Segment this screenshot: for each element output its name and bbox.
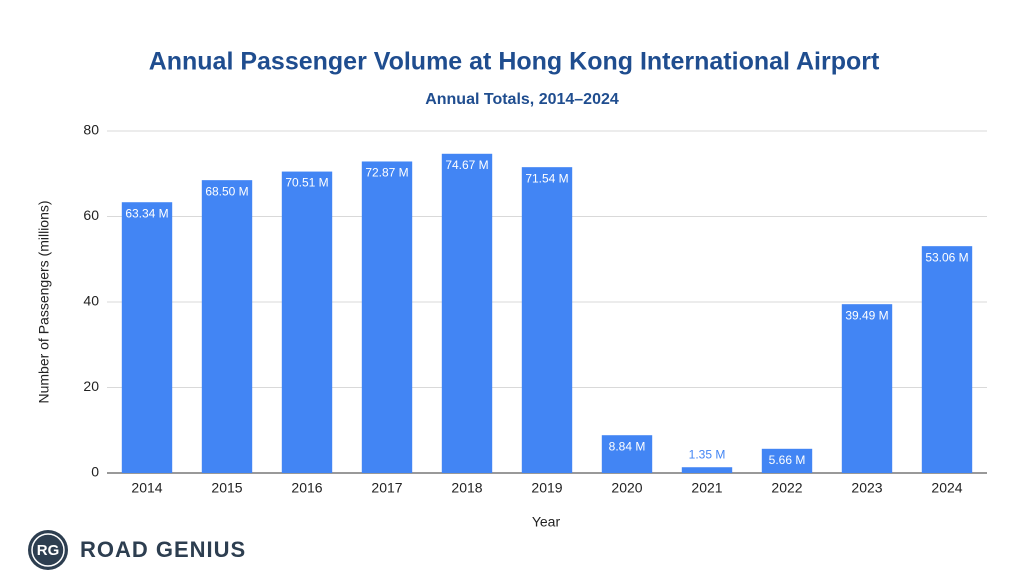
x-tick-label: 2014 [131, 480, 162, 496]
x-tick-label: 2024 [931, 480, 962, 496]
x-tick-label: 2020 [611, 480, 642, 496]
data-label: 5.66 M [769, 453, 806, 467]
bar [841, 304, 893, 473]
y-axis-label: Number of Passengers (millions) [36, 200, 52, 403]
bar [281, 171, 333, 473]
bar [441, 153, 493, 473]
data-label: 53.06 M [925, 250, 968, 264]
y-tick-label: 20 [83, 378, 99, 394]
y-tick-label: 60 [83, 207, 99, 223]
x-axis-label: Year [532, 514, 561, 530]
data-label: 63.34 M [125, 206, 168, 220]
bar [201, 180, 253, 473]
data-label: 8.84 M [609, 439, 646, 453]
x-tick-label: 2021 [691, 480, 722, 496]
chart-title: Annual Passenger Volume at Hong Kong Int… [149, 48, 880, 76]
x-tick-label: 2016 [291, 480, 322, 496]
x-tick-label: 2022 [771, 480, 802, 496]
bar [761, 448, 813, 473]
data-label: 1.35 M [689, 447, 726, 461]
data-label: 68.50 M [205, 184, 248, 198]
bar [521, 167, 573, 473]
bar [601, 435, 653, 473]
x-tick-label: 2018 [451, 480, 482, 496]
y-tick-label: 80 [83, 122, 99, 138]
logo-ring [31, 533, 65, 567]
logo-badge [28, 530, 68, 570]
data-label: 39.49 M [845, 308, 888, 322]
data-label: 72.87 M [365, 166, 408, 180]
bar [921, 246, 973, 473]
x-tick-label: 2019 [531, 480, 562, 496]
x-tick-label: 2015 [211, 480, 242, 496]
bar [361, 161, 413, 473]
y-tick-label: 0 [91, 464, 99, 480]
data-label: 74.67 M [445, 158, 488, 172]
x-tick-label: 2017 [371, 480, 402, 496]
bar [681, 467, 733, 473]
bar [121, 202, 173, 473]
chart-subtitle: Annual Totals, 2014–2024 [425, 91, 619, 108]
data-label: 70.51 M [285, 176, 328, 190]
logo-badge-text: RG [37, 542, 60, 559]
data-label: 71.54 M [525, 171, 568, 185]
x-tick-label: 2023 [851, 480, 882, 496]
y-tick-label: 40 [83, 293, 99, 309]
logo-name: ROAD GENIUS [80, 537, 246, 562]
logo: RG ROAD GENIUS [28, 530, 246, 570]
